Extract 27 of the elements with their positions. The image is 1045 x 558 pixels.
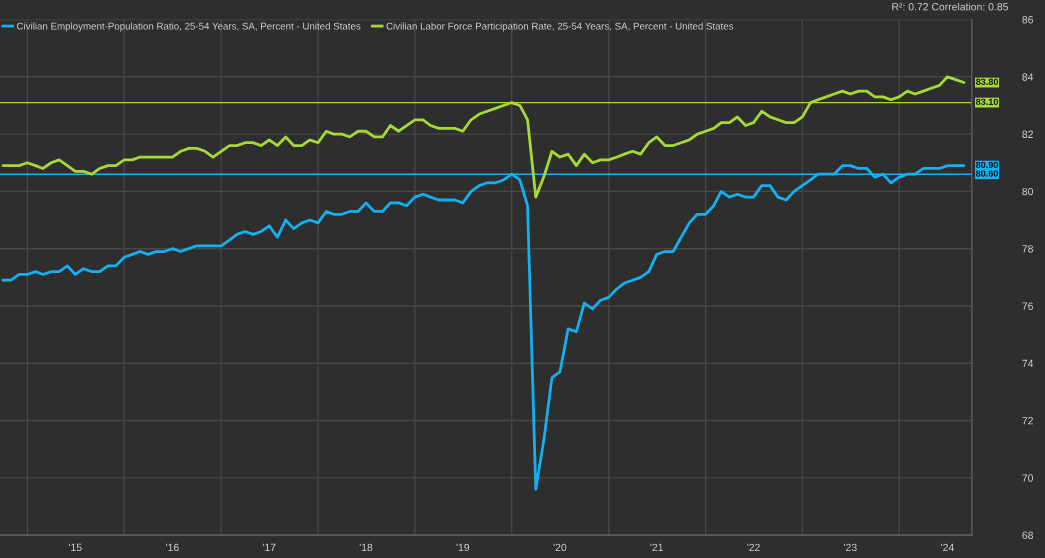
- x-tick-label: '24: [941, 543, 954, 551]
- y-tick-label: 74: [1022, 359, 1034, 368]
- y-tick-label: 80: [1022, 187, 1034, 196]
- x-tick-label: '16: [166, 543, 179, 552]
- x-tick-label: '17: [262, 543, 276, 551]
- y-tick-label: 72: [1022, 417, 1033, 425]
- x-tick-label: '22: [747, 543, 760, 551]
- ref-line-label: 83.10: [976, 98, 998, 106]
- x-tick-label: '15: [69, 543, 82, 552]
- x-tick-label: '18: [359, 543, 373, 552]
- y-tick-label: 86: [1022, 16, 1033, 24]
- ref-line-label: 80.60: [976, 170, 998, 177]
- legend-label: Civilian Labor Force Participation Rate, 25-54 Years, SA, Percent - United States: [386, 22, 734, 32]
- x-tick-label: '21: [650, 543, 664, 551]
- y-tick-label: 78: [1022, 245, 1033, 253]
- y-tick-label: 82: [1022, 130, 1033, 138]
- y-tick-label: 70: [1022, 474, 1034, 482]
- legend-label: Civilian Employment-Population Ratio, 25-54 Years, SA, Percent - United States: [17, 22, 361, 32]
- y-tick-label: 84: [1022, 73, 1034, 81]
- data-label: 80.90: [976, 161, 998, 169]
- y-tick-label: 68: [1022, 531, 1033, 539]
- x-tick-label: '23: [844, 543, 857, 552]
- y-tick-label: 76: [1022, 302, 1033, 310]
- x-tick-label: '20: [553, 543, 567, 552]
- text: R²: 0.72 Correlation: 0.85: [892, 2, 1008, 11]
- data-label: 83.80: [976, 78, 998, 85]
- x-tick-label: '19: [456, 543, 470, 552]
